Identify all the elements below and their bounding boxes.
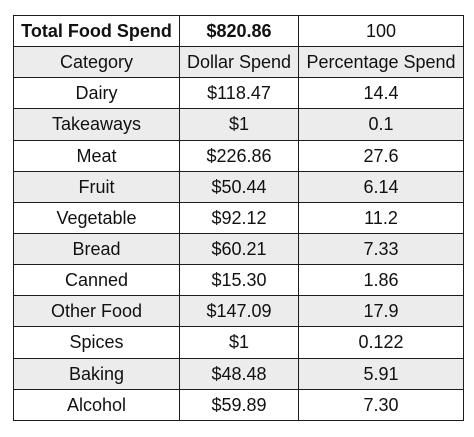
table-row: Dairy $118.47 14.4 [13, 77, 464, 110]
table-row: Other Food $147.09 17.9 [13, 295, 464, 328]
category-cell: Meat [13, 139, 180, 172]
percentage-cell: 1.86 [298, 264, 464, 297]
dollar-cell: $118.47 [179, 77, 299, 110]
table-row: Fruit $50.44 6.14 [13, 170, 464, 203]
total-label-cell: Total Food Spend [13, 14, 180, 48]
table-row: Spices $1 0.122 [13, 326, 464, 359]
category-cell: Canned [13, 264, 180, 297]
percentage-cell: 14.4 [298, 77, 464, 110]
category-cell: Baking [13, 357, 180, 390]
header-dollar-cell: Dollar Spend [179, 46, 299, 79]
table-row: Canned $15.30 1.86 [13, 264, 464, 297]
category-cell: Fruit [13, 170, 180, 203]
category-cell: Other Food [13, 295, 180, 328]
table-row: Alcohol $59.89 7.30 [13, 388, 464, 422]
table-row: Vegetable $92.12 11.2 [13, 201, 464, 234]
table-row: Bread $60.21 7.33 [13, 232, 464, 266]
total-percentage-cell: 100 [298, 14, 464, 48]
dollar-cell: $15.30 [179, 264, 299, 297]
header-percentage-cell: Percentage Spend [298, 46, 464, 79]
percentage-cell: 0.1 [298, 108, 464, 141]
dollar-cell: $92.12 [179, 201, 299, 234]
dollar-cell: $50.44 [179, 170, 299, 203]
category-cell: Spices [13, 326, 180, 359]
dollar-cell: $60.21 [179, 232, 299, 266]
percentage-cell: 7.33 [298, 232, 464, 266]
dollar-cell: $1 [179, 108, 299, 141]
table-body: Total Food Spend $820.86 100 Category Do… [13, 14, 464, 422]
table-row: Takeaways $1 0.1 [13, 108, 464, 141]
percentage-cell: 17.9 [298, 295, 464, 328]
header-category-cell: Category [13, 46, 180, 79]
percentage-cell: 27.6 [298, 139, 464, 172]
percentage-cell: 6.14 [298, 170, 464, 203]
table-row: Meat $226.86 27.6 [13, 139, 464, 172]
food-spend-table: Total Food Spend $820.86 100 Category Do… [13, 14, 464, 422]
dollar-cell: $147.09 [179, 295, 299, 328]
dollar-cell: $1 [179, 326, 299, 359]
category-cell: Vegetable [13, 201, 180, 234]
dollar-cell: $226.86 [179, 139, 299, 172]
header-row: Category Dollar Spend Percentage Spend [13, 46, 464, 79]
category-cell: Takeaways [13, 108, 180, 141]
total-row: Total Food Spend $820.86 100 [13, 14, 464, 48]
table-row: Baking $48.48 5.91 [13, 357, 464, 390]
percentage-cell: 7.30 [298, 388, 464, 422]
percentage-cell: 5.91 [298, 357, 464, 390]
dollar-cell: $48.48 [179, 357, 299, 390]
category-cell: Alcohol [13, 388, 180, 422]
category-cell: Dairy [13, 77, 180, 110]
percentage-cell: 11.2 [298, 201, 464, 234]
dollar-cell: $59.89 [179, 388, 299, 422]
total-dollar-cell: $820.86 [179, 14, 299, 48]
percentage-cell: 0.122 [298, 326, 464, 359]
category-cell: Bread [13, 232, 180, 266]
